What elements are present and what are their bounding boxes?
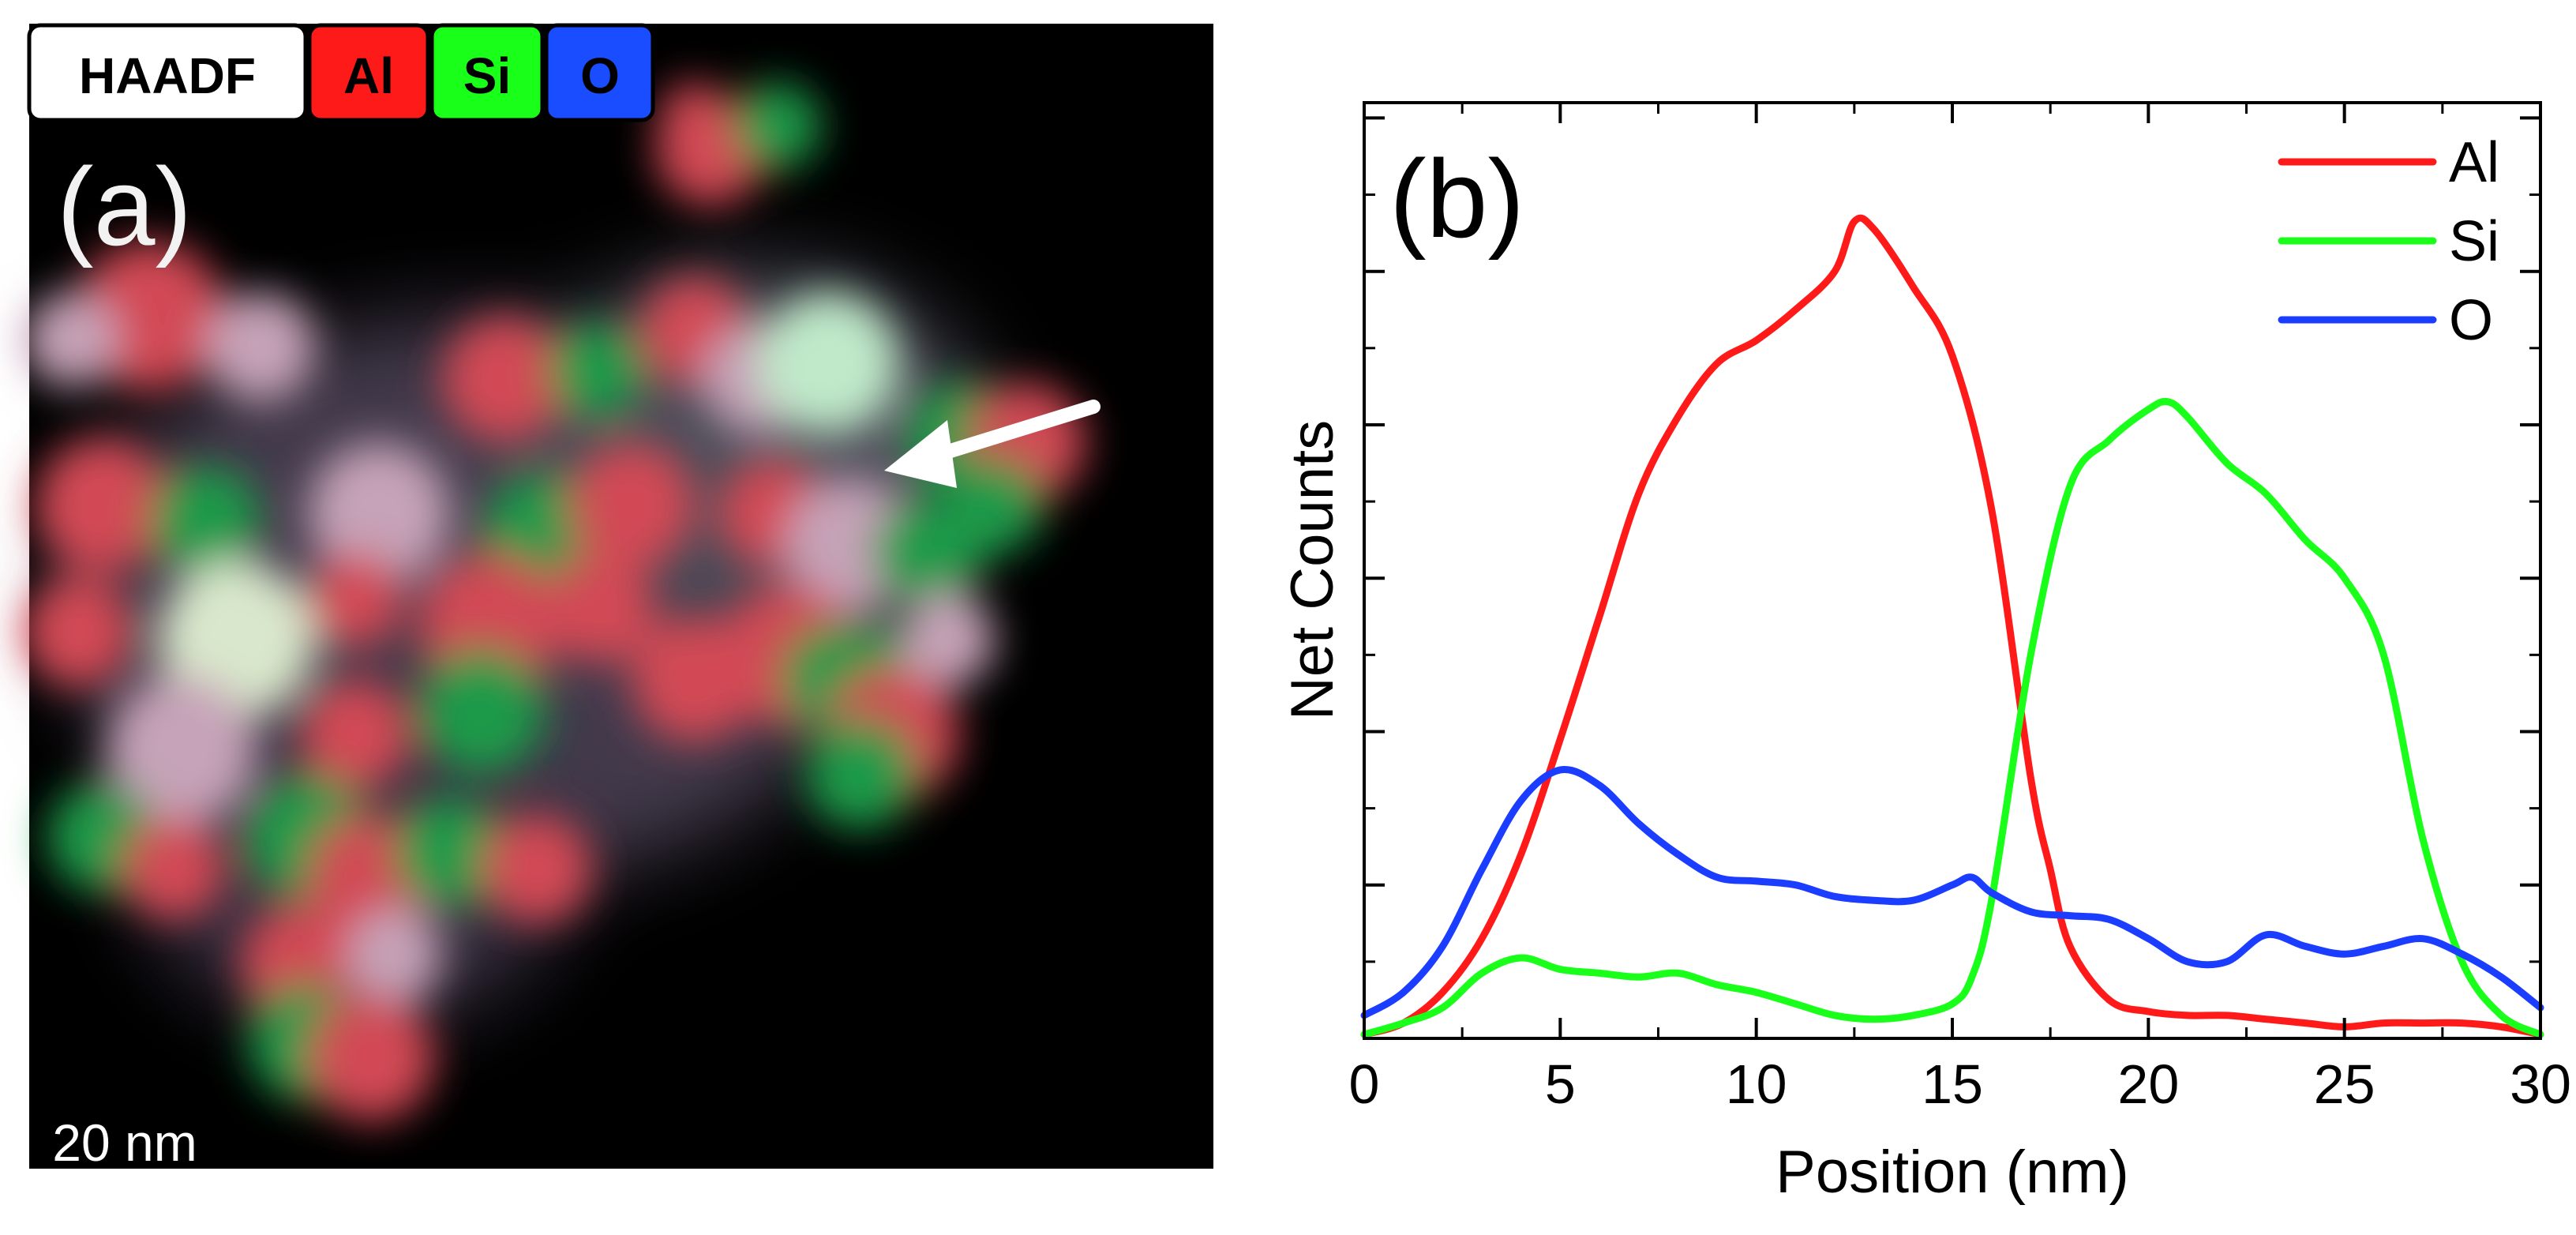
legend-label-o: O [2449,289,2493,352]
panel-b: 0 5 10 15 20 25 30 (b) Position (nm) Net Count… [1279,101,2571,1206]
x-tick-label-30: 30 [2510,1053,2571,1115]
particle-blob-10 [758,292,900,434]
x-tick-label-10: 10 [1726,1053,1787,1115]
particle-blob-32 [418,648,545,774]
x-tick-label-0: 0 [1349,1053,1380,1115]
particle-blob-21 [872,497,983,608]
x-tick-label-25: 25 [2314,1053,2375,1115]
scale-bar: 20 nm [46,1113,204,1194]
particle-blob-16 [308,442,450,584]
x-axis-label: Position (nm) [1775,1139,2129,1206]
legend-label-si: Si [463,47,511,104]
chart-legend: Al Si O [2278,131,2499,352]
channel-legend: HAADF Al Si O [27,23,655,122]
legend-tile-o: O [544,23,655,122]
scale-bar-line [46,1184,204,1194]
particle-blob-14 [36,438,170,572]
scale-bar-label: 20 nm [52,1113,197,1172]
legend-label-al: Al [2449,131,2499,194]
legend-label-al: Al [343,47,394,104]
particle-blob-1 [734,83,821,170]
chart-series [1360,214,2544,1038]
particle-blob-26 [545,553,655,663]
particle-blob-18 [568,442,695,569]
x-tick-label-15: 15 [1922,1053,1983,1115]
panel-b-label: (b) [1389,137,1524,261]
x-tick-label-5: 5 [1545,1053,1576,1115]
particle-blob-5 [205,292,316,403]
particle-blob-41 [395,798,505,908]
x-tick-label-20: 20 [2117,1053,2179,1115]
panel-a-label: (a) [57,145,192,268]
particle-blob-7 [549,324,643,419]
legend-label-haadf: HAADF [79,47,256,104]
eds-map-particles [24,83,1086,1121]
particle-blob-30 [107,675,257,825]
particle-blob-24 [308,553,403,648]
particle-blob-42 [482,813,592,924]
particle-blob-15 [150,466,261,576]
particle-blob-33 [632,616,758,742]
series-line-al [1360,214,2544,1038]
particle-blob-22 [24,576,134,687]
y-axis-label: Net Counts [1279,420,1346,720]
legend-tile-si: Si [429,23,545,122]
legend-label-o: O [580,47,620,104]
particle-blob-6 [442,316,568,442]
particle-blob-29 [900,592,995,687]
panel-a: HAADF Al Si O (a) 20 nm [24,23,1213,1194]
particle-blob-36 [805,719,916,829]
series-line-si [1360,397,2544,1038]
legend-tile-haadf: HAADF [27,23,308,122]
legend-tile-al: Al [307,23,430,122]
line-scan-arrow [884,400,1101,488]
particle-blob-46 [308,995,434,1121]
series-line-o [1360,765,2544,1019]
particle-blob-4 [24,292,118,387]
y-axis-ticks [1364,116,2540,963]
x-axis-ticks: 0 5 10 15 20 25 30 [1349,103,2571,1115]
legend-label-si: Si [2449,210,2499,273]
particle-blob-38 [122,817,225,920]
particle-blob-2 [659,83,730,154]
particle-blob-44 [347,908,442,1003]
particle-blob-31 [300,679,411,790]
